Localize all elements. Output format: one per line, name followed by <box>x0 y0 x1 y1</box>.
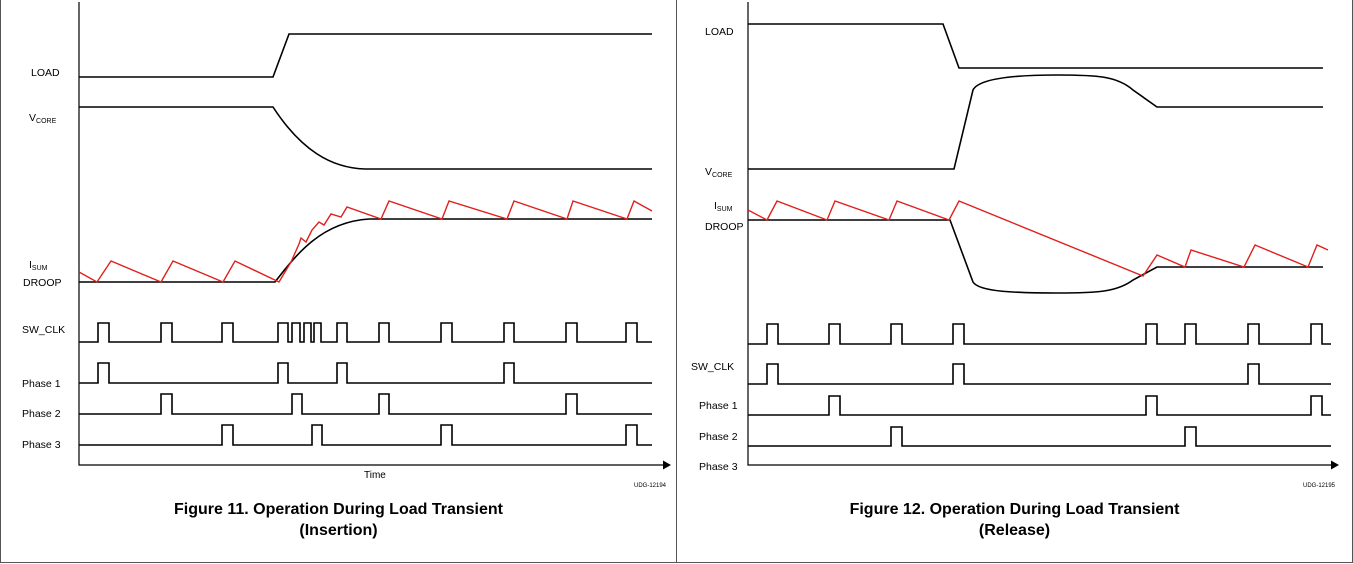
phase-3-label: Phase 3 <box>699 461 738 473</box>
time-axis-arrow-icon <box>663 460 671 470</box>
figure-11-caption: Figure 11. Operation During Load Transie… <box>1 499 676 541</box>
figure-12-timing-diagram: LOAD VCORE ISUM DROOP SW_CLK Phase 1 Pha… <box>691 2 1339 489</box>
phase-1-label: Phase 1 <box>699 400 738 412</box>
isum-label: ISUM <box>29 259 48 272</box>
droop-waveform <box>79 218 652 283</box>
phase-1-label: Phase 1 <box>22 378 61 390</box>
figure-12-axes <box>747 2 1331 466</box>
figure-11-panel: LOAD VCORE ISUM DROOP SW_CLK Phase 1 Pha… <box>0 0 677 563</box>
load-waveform <box>79 33 652 78</box>
figure-11-caption-line-2: (Insertion) <box>299 522 378 539</box>
isum-waveform <box>747 200 1329 277</box>
phase-3-waveform <box>79 424 652 446</box>
figure-12-code: UDG-12195 <box>1303 483 1336 489</box>
isum-waveform <box>78 199 653 283</box>
phase-3-waveform <box>748 426 1331 447</box>
phase-2-label: Phase 2 <box>699 431 738 443</box>
phase-2-label: Phase 2 <box>22 408 61 420</box>
figure-12-caption: Figure 12. Operation During Load Transie… <box>677 499 1352 541</box>
vcore-waveform <box>748 74 1323 170</box>
phase-1-waveform <box>748 363 1331 385</box>
droop-label: DROOP <box>23 277 62 289</box>
phase-2-waveform <box>748 395 1331 416</box>
sw-clk-label: SW_CLK <box>22 324 65 336</box>
figure-11-timing-diagram: LOAD VCORE ISUM DROOP SW_CLK Phase 1 Pha… <box>22 2 671 489</box>
load-label: LOAD <box>31 67 60 79</box>
sw-clk-waveform <box>79 322 652 343</box>
time-axis-label: Time <box>364 470 386 481</box>
load-label: LOAD <box>705 26 734 38</box>
isum-label: ISUM <box>714 200 733 213</box>
vcore-label: VCORE <box>29 112 57 125</box>
load-waveform <box>748 23 1323 69</box>
droop-waveform <box>748 219 1323 294</box>
figure-11-caption-line-1: Figure 11. Operation During Load Transie… <box>174 501 503 518</box>
vcore-label: VCORE <box>705 166 733 179</box>
time-axis-arrow-icon <box>1331 460 1339 470</box>
figure-12-panel: LOAD VCORE ISUM DROOP SW_CLK Phase 1 Pha… <box>676 0 1353 563</box>
figure-11-axes <box>78 2 663 466</box>
droop-label: DROOP <box>705 221 744 233</box>
vcore-waveform <box>79 106 652 170</box>
phase-1-waveform <box>79 362 652 384</box>
phase-2-waveform <box>79 393 652 415</box>
figure-11-code: UDG-12194 <box>634 483 667 489</box>
sw-clk-waveform <box>748 323 1331 345</box>
figure-12-caption-line-1: Figure 12. Operation During Load Transie… <box>849 501 1180 518</box>
sw-clk-label: SW_CLK <box>691 361 734 373</box>
phase-3-label: Phase 3 <box>22 439 61 451</box>
figure-12-caption-line-2: (Release) <box>978 522 1051 539</box>
